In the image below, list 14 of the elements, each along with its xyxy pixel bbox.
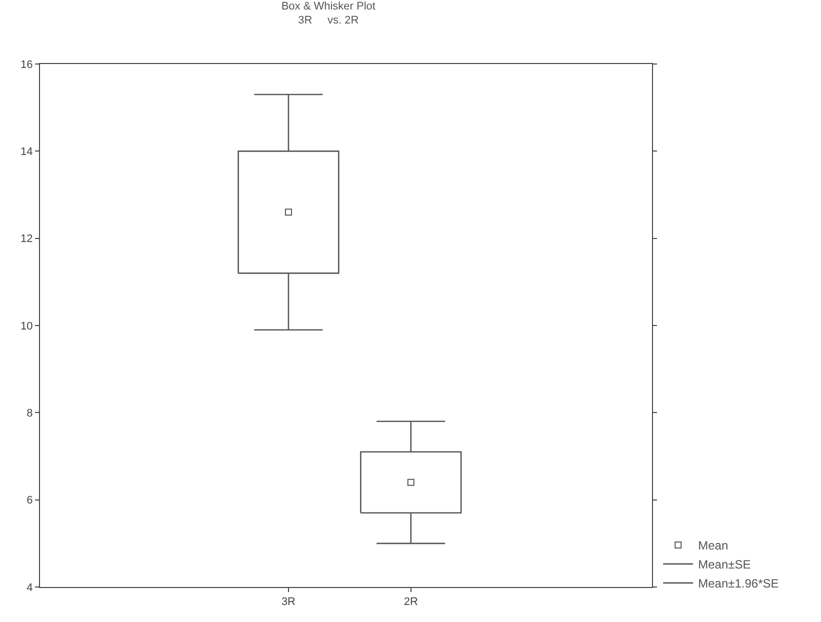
text: Mean±1.96*SE: [698, 576, 779, 591]
x-tick-label: 2R: [404, 596, 418, 608]
legend-label: Mean: [698, 538, 728, 553]
chart-subtitle: 3R vs. 2R: [298, 14, 359, 27]
y-tick-label: 8: [26, 408, 33, 420]
y-tick-label: 12: [20, 233, 33, 246]
y-tick-label: 14: [20, 146, 33, 158]
y-tick-label: 10: [20, 320, 33, 332]
x-tick-label: 3R: [281, 596, 296, 608]
y-tick-label: 6: [26, 494, 33, 507]
y-tick-label: 4: [26, 582, 33, 594]
text: Mean±SE: [698, 558, 751, 572]
chart-title: Box & Whisker Plot: [281, 0, 376, 12]
y-tick-label: 16: [20, 58, 33, 71]
